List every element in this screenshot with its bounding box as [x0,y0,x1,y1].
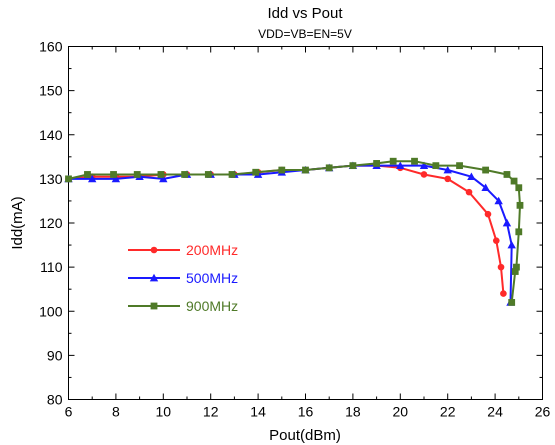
data-point [484,210,492,218]
data-point [88,174,97,183]
data-point [325,164,333,172]
data-point [500,290,507,297]
legend-item: 500MHz [128,270,238,286]
data-point [465,188,473,196]
legend-label: 500MHz [186,270,238,286]
y-tick-label: 110 [40,259,63,275]
chart-subtitle: VDD=VB=EN=5V [258,27,352,41]
data-point [278,166,286,174]
data-point [65,175,72,183]
series-900MHz [65,157,524,306]
data-point [497,263,505,271]
data-point [507,240,516,249]
data-point [204,171,212,178]
data-point [411,157,418,165]
x-tick-label: 24 [487,404,503,420]
data-point [349,162,357,170]
data-point [443,165,452,174]
y-tick-label: 160 [39,39,63,55]
y-tick-label: 80 [47,392,63,408]
legend-marker [150,246,158,254]
data-point [420,171,428,178]
series-200MHz [65,162,507,297]
data-point [456,162,463,170]
legend: 200MHz 500MHz 900MHz [128,242,238,314]
data-point [159,174,168,183]
chart-title: Idd vs Pout [267,5,343,22]
data-point [181,171,189,178]
y-tick-label: 150 [39,83,63,99]
data-point [502,218,512,227]
y-tick-label: 140 [39,127,63,143]
y-tick-label: 120 [39,215,63,231]
data-point [513,263,520,271]
data-point [444,175,452,183]
x-tick-label: 20 [393,404,409,420]
series-500MHz [64,161,516,306]
data-point [481,183,490,192]
series-layer [64,157,524,306]
data-point [492,237,500,244]
data-point [467,172,476,181]
y-tick-label: 100 [39,303,63,319]
data-point [84,171,91,178]
axis-ticks: 6 8 10 12 14 16 18 20 22 24 26 80 90 100 110 120 130 140 1… [39,39,550,420]
x-tick-label: 12 [203,404,219,420]
data-point [515,184,523,192]
data-point [510,177,518,185]
x-tick-label: 8 [112,404,120,420]
data-point [110,171,117,178]
data-point [373,160,380,167]
legend-item: 200MHz [128,242,238,258]
data-point [157,171,165,178]
x-tick-label: 16 [298,404,314,420]
data-point [389,157,397,165]
data-point [302,166,309,174]
legend-label: 200MHz [186,242,238,258]
data-point [133,171,141,178]
data-point [396,161,405,169]
legend-marker [150,302,158,310]
data-point [419,161,429,169]
y-tick-label: 90 [47,347,63,363]
x-tick-label: 14 [250,404,266,420]
series-line [68,164,505,294]
data-point [508,299,516,306]
data-point [111,174,121,183]
data-point [511,268,519,275]
legend-label: 900MHz [186,298,238,314]
x-tick-label: 10 [156,404,172,420]
data-point [432,162,440,170]
data-point [252,168,260,176]
data-point [482,166,490,174]
series-line [68,164,513,303]
x-axis-label: Pout(dBm) [269,427,341,444]
data-point [494,196,503,205]
x-tick-label: 22 [440,404,456,420]
y-tick-label: 130 [39,171,63,187]
x-tick-label: 18 [345,404,361,420]
data-point [516,201,524,209]
legend-item: 900MHz [128,298,238,314]
data-point [515,228,523,236]
legend-marker [149,273,159,282]
data-point [503,171,511,178]
x-tick-label: 26 [535,404,551,420]
data-point [228,171,236,178]
y-axis-label: Idd(mA) [9,196,26,249]
plot-frame [68,46,543,400]
x-tick-label: 6 [65,404,73,420]
